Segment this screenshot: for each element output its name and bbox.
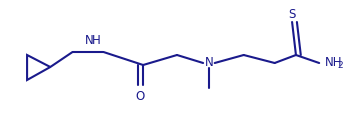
Text: N: N xyxy=(205,57,213,69)
Text: S: S xyxy=(288,7,296,20)
Text: H: H xyxy=(92,33,101,46)
Text: O: O xyxy=(136,91,145,104)
Text: NH: NH xyxy=(325,57,343,69)
Text: N: N xyxy=(85,33,93,46)
Text: 2: 2 xyxy=(337,60,343,69)
